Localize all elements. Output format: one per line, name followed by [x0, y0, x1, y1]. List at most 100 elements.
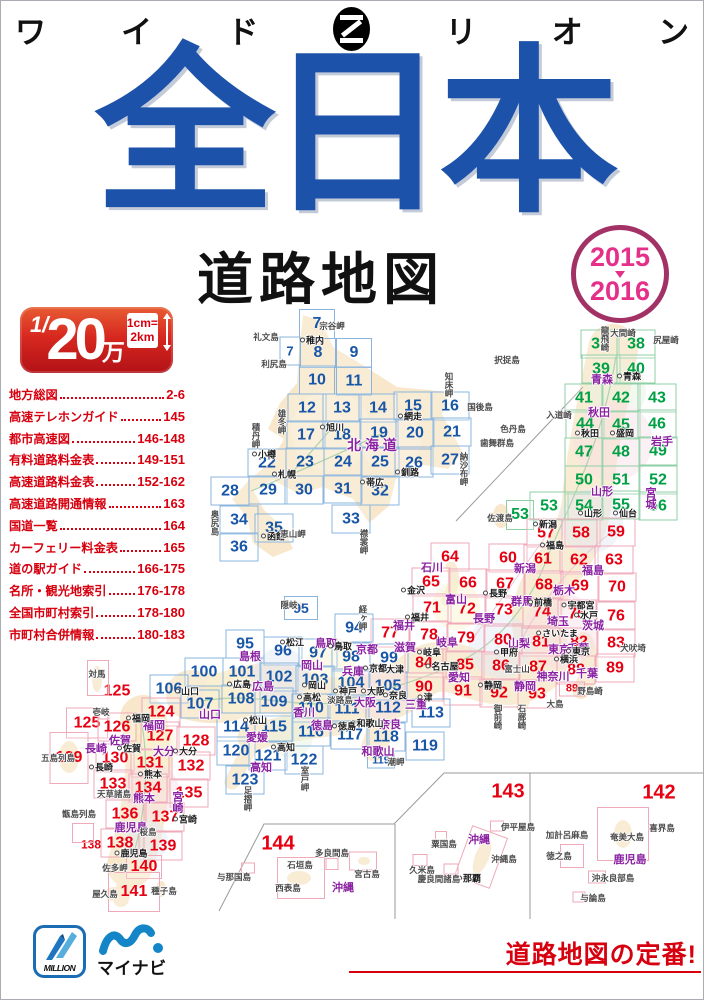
map-label-city: 長崎: [89, 761, 113, 774]
map-label-city: 熊本: [138, 768, 162, 781]
map-label-pref: 香川: [293, 707, 315, 719]
contents-label: 高速道路開通情報: [9, 496, 107, 511]
map-cell-133: 133: [93, 769, 133, 799]
island-box: [572, 891, 586, 903]
map-cell-53: 53: [529, 491, 569, 521]
contents-label: 国道一覧: [9, 518, 58, 533]
island-box: [241, 862, 255, 874]
map-cell-66: 66: [448, 568, 488, 598]
map-label-city: 大津: [380, 663, 404, 676]
map-cell-115: 115: [254, 712, 294, 742]
contents-row: 高速道路料金表 152-162: [9, 472, 185, 494]
map-label-geo: 室戸岬: [300, 766, 310, 792]
series-letter: ン: [657, 14, 689, 50]
map-cell-100: 100: [184, 657, 224, 687]
map-cell-64: 64: [430, 542, 470, 572]
map-cell-113: 113: [411, 698, 451, 728]
map-label-city: 松江: [280, 636, 304, 649]
map-label-geo: 西表島: [275, 883, 301, 893]
map-cell-128: 128: [176, 726, 216, 756]
map-label-pref: 愛媛: [246, 732, 268, 744]
map-cell-101: 101: [222, 657, 262, 687]
scale-arrow-icon: [162, 313, 172, 351]
map-cell-14: 14: [358, 393, 398, 423]
island-box: [412, 854, 428, 866]
subtitle: 道路地図: [197, 248, 445, 311]
contents-label: 道の駅ガイド: [9, 562, 83, 577]
map-cell-16: 16: [430, 391, 470, 421]
map-cell-76: 76: [596, 601, 636, 631]
slogan: 道路地図の定番!: [505, 941, 697, 969]
map-label-pref: 京都: [356, 644, 378, 656]
map-cell-138: 138: [100, 828, 140, 858]
map-cell-86: 86: [481, 651, 521, 681]
map-label-pref: 鳥取: [315, 638, 337, 650]
map-cell-123: 123: [225, 765, 265, 795]
map-label-city: 盛岡: [610, 427, 634, 440]
map-label-city: 釧路: [395, 466, 419, 479]
contents-row: 有料道路料金表 149-151: [9, 450, 185, 472]
map-cell-39: 39: [581, 354, 621, 384]
contents-row: 都市高速図 146-148: [9, 429, 185, 451]
map-label-city: 青森: [617, 370, 641, 383]
map-label-city: 新潟: [533, 518, 557, 531]
island-box: [490, 820, 504, 832]
map-cell-95: 95: [284, 596, 318, 620]
map-label-pref: 沖縄: [468, 834, 490, 846]
map-label-pref: 青森: [591, 374, 613, 386]
map-label-geo: 龍飛崎: [600, 326, 610, 352]
contents-leader: [71, 440, 136, 443]
map-label-geo: 知床岬: [444, 372, 454, 398]
island-box: [560, 844, 584, 868]
contents-label: カーフェリー料金表: [9, 540, 118, 555]
map-label-geo: 石垣島: [287, 860, 313, 870]
map-cell-29: 29: [248, 475, 288, 505]
scale-badge: 1/ 20 万 1cm= 2km: [20, 307, 173, 373]
contents-row: 高速テレホンガイド 145: [9, 407, 185, 429]
map-cell-136: 136: [105, 799, 145, 829]
map-label-city: 佐賀: [117, 742, 141, 755]
map-label-pref: 福岡: [143, 720, 165, 732]
mynavi-logo: マイナビ: [97, 921, 169, 979]
map-cell-48: 48: [601, 437, 641, 467]
island-box: [87, 660, 109, 696]
map-label-city: 旭川: [320, 421, 344, 434]
map-label-pref: 熊本: [133, 793, 155, 805]
map-cell-98: 98: [331, 642, 371, 672]
map-label-city: 仙台: [613, 507, 637, 520]
map-label-geo: 御前崎: [493, 704, 503, 730]
map-label-geo: 犬吠埼: [620, 643, 646, 653]
map-label-city: 山形: [578, 507, 602, 520]
million-flag-icon: [46, 932, 77, 960]
map-cell-25: 25: [360, 447, 400, 477]
contents-pages: 149-151: [137, 452, 185, 468]
map-cell-22: 22: [247, 448, 287, 478]
map-cell-27: 27: [430, 445, 470, 475]
map-label-city: 水戸: [574, 609, 598, 622]
map-label-geo: 屋久島: [92, 889, 118, 899]
map-cell-41: 41: [564, 383, 604, 413]
map-label-city: 和歌山: [350, 717, 383, 730]
main-title: 全日本: [94, 33, 619, 234]
map-label-pref: 長崎: [85, 743, 107, 755]
map-label-city: 秋田: [575, 427, 599, 440]
map-cell-44: 44: [565, 409, 605, 439]
map-cell-142: 142: [642, 781, 676, 803]
series-letter: ド: [227, 14, 259, 50]
map-label-city: 東京: [566, 645, 590, 658]
map-label-pref: 和歌山: [361, 746, 395, 758]
map-label-pref: 鹿児島: [613, 854, 647, 866]
map-label-geo: 奄美大島: [609, 832, 645, 842]
map-cell-108: 108: [221, 684, 261, 714]
map-cell-77: 77: [370, 618, 410, 648]
map-cell-107: 107: [180, 689, 220, 719]
map-label-geo: 粟国島: [431, 839, 457, 849]
map-label-city: 鹿児島: [114, 847, 147, 860]
map-label-geo: 足摺岬: [243, 786, 253, 812]
map-label-geo: 宮古島: [354, 869, 380, 879]
map-label-geo: 五島列島: [40, 753, 76, 763]
map-cell-79: 79: [446, 623, 486, 653]
map-cell-141: 141: [108, 872, 160, 912]
map-label-geo: 択捉島: [494, 355, 520, 365]
contents-pages: 178-180: [137, 604, 185, 620]
